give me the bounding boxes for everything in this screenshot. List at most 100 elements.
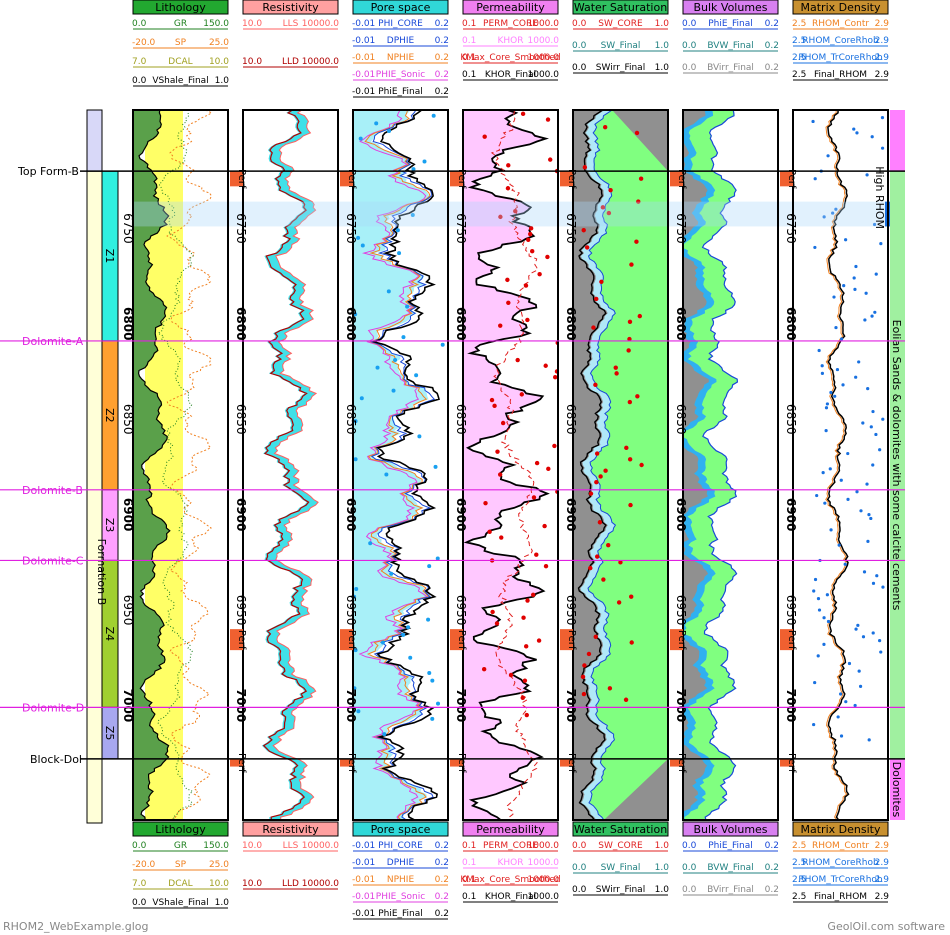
zone-label-1: Z2 <box>103 408 116 423</box>
top-curve-name-5-1: BVW_Final <box>707 41 753 51</box>
perm-core-point <box>490 609 495 615</box>
top-curve-name-3-1: KHOR <box>497 36 523 46</box>
perm-core-point <box>483 500 488 506</box>
bottom-title-1: Resistivity <box>262 823 319 836</box>
top-curve-min-2-3: -0.01 <box>352 70 375 80</box>
bottom-curve-min-3-3: 0.1 <box>462 892 476 902</box>
perf-label-0: Perf <box>786 169 797 189</box>
bottom-curve-name-5-1: BVW_Final <box>707 863 753 873</box>
phi-core-point <box>401 335 406 340</box>
sw-core-point <box>603 468 608 473</box>
vshale-curve <box>137 110 171 820</box>
top-curve-min-5-2: 0.0 <box>682 63 697 73</box>
top-curve-name-0-2: DCAL <box>168 57 192 67</box>
track-frame-1 <box>242 109 339 821</box>
rhom-core-point <box>853 287 857 292</box>
rhom-core-point <box>854 627 858 631</box>
phi-core-point <box>427 564 432 569</box>
bottom-curve-min-4-2: 0.0 <box>572 885 587 895</box>
phi-core-point <box>389 571 394 576</box>
phi-core-point <box>401 632 406 637</box>
top-curve-max-5-1: 0.2 <box>765 41 779 51</box>
bottom-curve-min-4-1: 0.0 <box>572 863 587 873</box>
top-curve-max-6-0: 2.9 <box>875 19 890 29</box>
rhom-core-point <box>855 131 859 135</box>
top-curve-min-1-0: 10.0 <box>242 19 262 29</box>
rhom-core-point <box>880 116 885 120</box>
rhom-core-point <box>822 616 826 620</box>
depth-label-7000: 7000 <box>564 689 578 722</box>
top-curve-max-1-1: 10000.0 <box>302 57 339 67</box>
bottom-title-bg-1 <box>242 821 339 837</box>
sw-core-point <box>607 686 613 691</box>
phi-core-point <box>397 251 402 256</box>
perf-label-0: Perf <box>346 169 357 189</box>
final-rhom-curve <box>826 110 850 820</box>
depth-label-6800: 6800 <box>564 307 578 340</box>
bottom-curve-name-4-1: SW_Final <box>601 863 641 873</box>
bottom-title-bg-3 <box>462 821 559 837</box>
top-curve-name-6-0: RHOM_Contr <box>812 19 869 29</box>
bottom-curve-min-0-2: 7.0 <box>132 879 147 889</box>
bottom-curve-min-3-1: 0.1 <box>462 858 476 868</box>
rhom-core-point <box>861 635 866 639</box>
top-curve-max-3-2: 1000.0 <box>528 53 560 63</box>
rhom-core-point <box>843 562 847 566</box>
top-curve-max-6-1: 2.9 <box>875 36 890 46</box>
perm-core-point <box>497 472 503 477</box>
top-curve-name-1-1: LLD <box>282 57 299 67</box>
bottom-title-6: Matrix Density <box>801 823 881 836</box>
phi-core-point <box>406 625 411 630</box>
top-curve-name-0-1: SP <box>175 38 187 48</box>
sw-core-point <box>627 457 633 462</box>
sw-core-point <box>599 279 604 284</box>
bottom-curve-min-6-3: 2.5 <box>792 892 806 902</box>
top-curve-name-4-1: SW_Final <box>601 41 641 51</box>
phi-core-point <box>427 671 432 676</box>
perm-core-point <box>521 615 526 620</box>
rhom-core-point <box>852 127 856 131</box>
perm-core-point <box>513 208 518 214</box>
bottom-curve-min-5-1: 0.0 <box>682 863 697 873</box>
sw-core-point <box>588 565 593 571</box>
rhom-core-point <box>816 597 821 601</box>
perf-block-1 <box>340 629 353 651</box>
top-curve-min-0-1: -20.0 <box>132 38 156 48</box>
depth-label-6750: 6750 <box>674 213 688 244</box>
perf-block-0 <box>450 171 463 187</box>
phi-core-point <box>374 121 379 126</box>
bottom-curve-min-6-0: 2.5 <box>792 841 806 851</box>
phi-core-point <box>359 396 364 401</box>
top-curve-name-6-3: Final_RHOM <box>814 70 867 80</box>
rhom-core-point <box>817 608 822 612</box>
phi-core-point <box>382 732 387 737</box>
top-title-1: Resistivity <box>262 1 319 14</box>
rhom-core-point <box>841 383 845 387</box>
bottom-curve-name-6-3: Final_RHOM <box>814 892 867 902</box>
rhom-core-point <box>811 119 815 124</box>
track-frame-4 <box>572 109 669 821</box>
sw-final-curve <box>587 110 617 820</box>
phi-core-point <box>395 228 400 233</box>
bottom-curve-max-1-1: 10000.0 <box>302 879 339 889</box>
perf-label-2: Perf <box>676 753 687 773</box>
sw-core-point <box>635 394 640 399</box>
perm-core-point <box>499 535 504 540</box>
top-curve-min-3-2: 0.1 <box>462 53 476 63</box>
top-title-3: Permeability <box>476 1 545 14</box>
bottom-curve-min-0-0: 0.0 <box>132 841 147 851</box>
perm-core-point <box>505 277 510 283</box>
sw-core-point <box>594 296 599 302</box>
sw-core-point <box>627 319 633 325</box>
zone-label-0: Z1 <box>103 249 116 264</box>
depth-label-left-7000: 7000 <box>121 689 135 722</box>
depth-label-6800: 6800 <box>674 307 688 340</box>
top-curve-min-0-2: 7.0 <box>132 57 147 67</box>
bottom-curve-name-2-2: NPHIE <box>387 875 415 885</box>
rhom-core-point <box>816 654 820 658</box>
top-curve-name-2-3: PHIE_Sonic <box>376 70 425 80</box>
bottom-curve-min-1-0: 10.0 <box>242 841 262 851</box>
rhom-core-point <box>829 528 833 532</box>
perm-core-point <box>543 363 548 368</box>
bottom-curve-min-6-2: 2.5 <box>792 875 806 885</box>
